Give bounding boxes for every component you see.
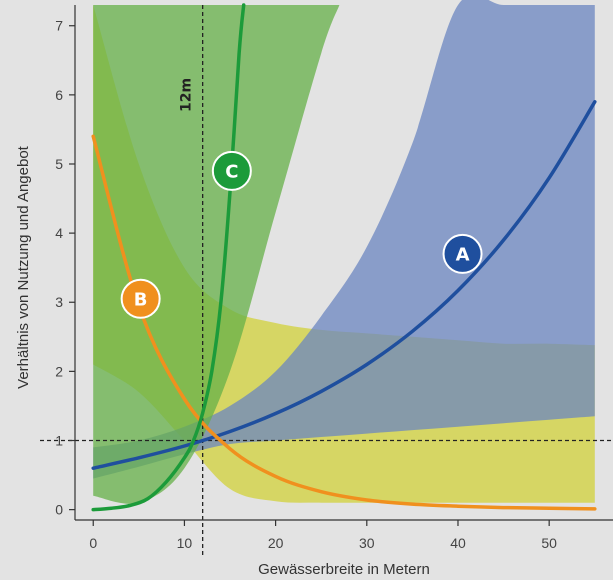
y-tick-label: 4: [55, 225, 63, 241]
x-tick-label: 20: [268, 535, 284, 551]
y-tick-label: 5: [55, 156, 63, 172]
series-badge-a: [442, 233, 483, 274]
y-tick-label: 2: [55, 363, 63, 379]
y-tick-label: 7: [55, 18, 63, 34]
x-tick-label: 0: [89, 535, 97, 551]
y-axis-label: Verhältnis von Nutzung und Angebot: [15, 145, 32, 389]
bands-layer: [93, 0, 595, 504]
x-tick-label: 30: [359, 535, 375, 551]
series-line-a: [91, 100, 597, 470]
series-badge-label-c: C: [225, 161, 238, 182]
y-tick-label: 6: [55, 87, 63, 103]
vertical-line-label: 12m: [179, 78, 195, 112]
series-badge-b: [120, 278, 161, 319]
x-tick-label: 40: [450, 535, 466, 551]
y-tick-label: 0: [55, 502, 63, 518]
series-badge-label-b: B: [134, 289, 148, 310]
confidence-band-a: [93, 0, 595, 479]
reference-lines: 12m: [40, 5, 613, 555]
series-badge-c: [211, 150, 252, 191]
y-tick-label: 1: [55, 433, 63, 449]
y-tick-label: 3: [55, 294, 63, 310]
series-badges: A B C: [120, 150, 483, 319]
series-line-b: [91, 134, 597, 511]
confidence-band-c: [93, 5, 340, 504]
axes: 0 1 2 3 4 5 6 7 0 10 20 30 40 50 Gewässerbreite in Met…: [15, 5, 613, 578]
series-badge-label-a: A: [456, 244, 470, 265]
x-tick-label: 50: [541, 535, 557, 551]
x-tick-label: 10: [177, 535, 193, 551]
x-axis-label: Gewässerbreite in Metern: [258, 561, 430, 578]
